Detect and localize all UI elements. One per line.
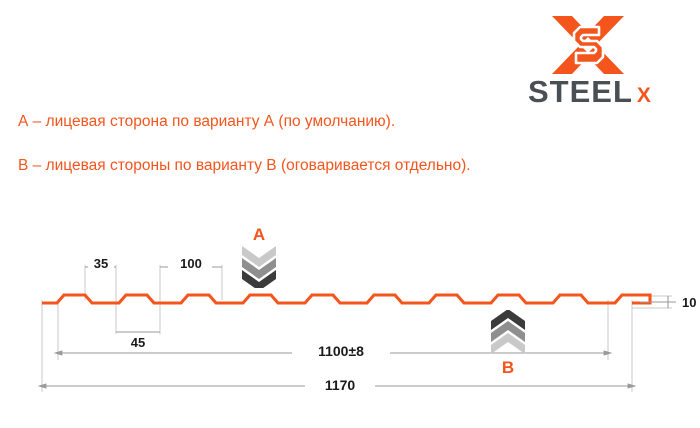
chevron-up-stack-icon [491,309,525,354]
dimension-label-rib-height: 10 [682,295,696,310]
marker-a-letter: А [252,225,266,244]
dimension-label-rib-pitch: 100 [180,256,202,271]
caption-variant-a: А – лицевая сторона по варианту А (по ум… [18,113,396,130]
dimension-label-valley-width: 45 [131,335,145,350]
marker-side-b: В [485,309,531,377]
logo-wordmark: STEEL X [528,76,688,110]
brand-logo: STEEL X [528,14,688,110]
dimension-label-rib-top-width: 35 [94,256,108,271]
marker-side-a: А [236,226,282,293]
marker-b-letter: В [501,358,515,377]
dimension-text-backings [88,255,700,394]
logo-word-primary: STEEL [528,74,633,109]
logo-word-accent: X [636,84,651,107]
dimension-lines [37,266,676,389]
dimension-labels: 35 100 45 1100±8 1170 10 [94,256,697,393]
dimension-label-useful-width: 1100±8 [318,343,364,359]
extension-lines [41,265,672,392]
chevron-down-stack-icon [242,246,276,291]
dimension-label-total-width: 1170 [325,377,356,393]
steelx-x-monogram-icon [552,16,624,74]
corrugated-profile-line [42,293,652,305]
caption-variant-b: В – лицевая стороны по варианту В (огова… [18,157,471,174]
